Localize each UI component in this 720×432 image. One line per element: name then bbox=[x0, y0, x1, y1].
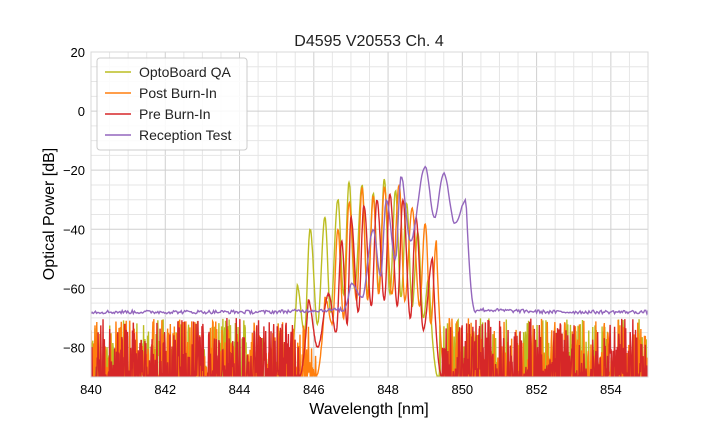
legend-box bbox=[96, 57, 248, 151]
x-tick-label: 854 bbox=[600, 382, 622, 397]
y-tick-label: 0 bbox=[78, 104, 85, 119]
x-axis-label: Wavelength [nm] bbox=[309, 401, 428, 418]
x-tick-label: 848 bbox=[377, 382, 399, 397]
plot-frame bbox=[90, 51, 649, 378]
y-tick-label: −80 bbox=[63, 340, 85, 355]
legend-entry: Post Burn-In bbox=[139, 85, 217, 101]
x-tick-label: 850 bbox=[451, 382, 473, 397]
x-tick-labels: 840 842 844 846 848 850 852 854 bbox=[80, 382, 622, 397]
legend-entry: Reception Test bbox=[139, 127, 231, 143]
y-tick-label: −20 bbox=[63, 163, 85, 178]
x-tick-label: 846 bbox=[303, 382, 325, 397]
legend-entry: OptoBoard QA bbox=[139, 64, 231, 80]
y-axis-label: Optical Power [dB] bbox=[41, 148, 58, 281]
x-tick-label: 844 bbox=[229, 382, 251, 397]
y-tick-label: 20 bbox=[71, 45, 85, 60]
x-tick-label: 842 bbox=[154, 382, 176, 397]
x-tick-label: 852 bbox=[526, 382, 548, 397]
series-layer bbox=[91, 165, 648, 377]
chart-title: D4595 V20553 Ch. 4 bbox=[294, 33, 444, 50]
legend-entry: Pre Burn-In bbox=[139, 106, 211, 122]
legend: OptoBoard QA Post Burn-In Pre Burn-In Recep… bbox=[96, 57, 248, 151]
y-tick-label: −40 bbox=[63, 222, 85, 237]
y-tick-label: −60 bbox=[63, 281, 85, 296]
y-tick-labels: 20 0 −20 −40 −60 −80 bbox=[63, 45, 85, 355]
series-line-reception-test bbox=[91, 165, 648, 316]
x-tick-label: 840 bbox=[80, 382, 102, 397]
